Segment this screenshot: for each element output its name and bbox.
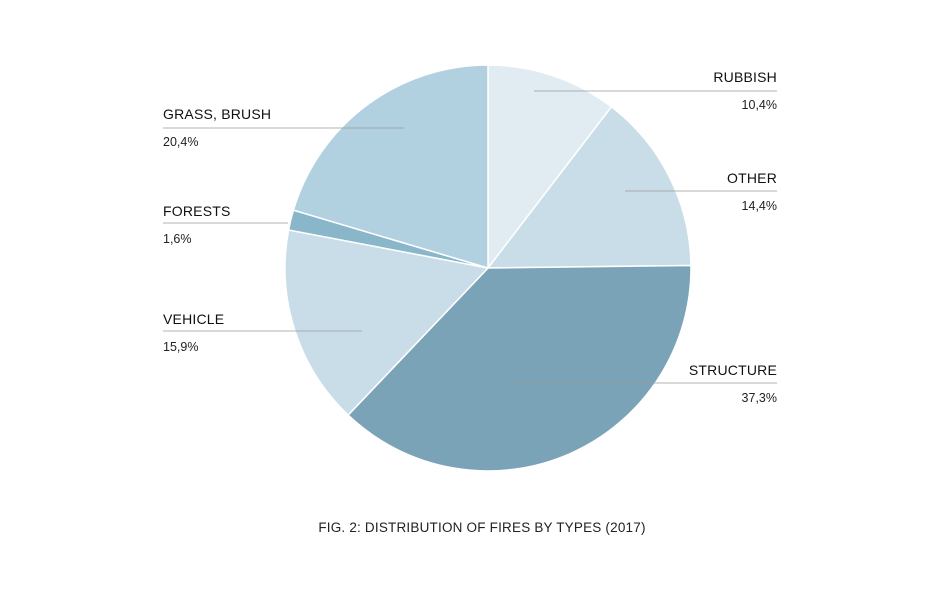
slice-label-vehicle: VEHICLE 15,9%	[163, 311, 362, 354]
slice-label-rubbish: RUBBISH 10,4%	[534, 69, 777, 112]
slice-label-value: 15,9%	[163, 340, 198, 354]
slice-label-forests: FORESTS 1,6%	[163, 203, 288, 246]
slice-label-grass-brush: GRASS, BRUSH 20,4%	[163, 106, 404, 149]
pie-slice-vehicle	[284, 229, 490, 417]
slice-label-name: STRUCTURE	[689, 362, 777, 378]
slice-label-name: OTHER	[727, 170, 777, 186]
pie-slices	[284, 64, 692, 472]
pie-slice-rubbish	[487, 64, 613, 271]
slice-label-other: OTHER 14,4%	[625, 170, 777, 213]
pie-slice-grass-brush	[292, 64, 489, 270]
slice-label-name: FORESTS	[163, 203, 231, 219]
slice-label-value: 14,4%	[742, 199, 777, 213]
chart-title: FIG. 2: DISTRIBUTION OF FIRES BY TYPES (…	[318, 520, 645, 535]
slice-labels: RUBBISH 10,4% OTHER 14,4% STRUCTURE 37,3% VEHI…	[163, 69, 777, 405]
slice-label-name: GRASS, BRUSH	[163, 106, 271, 122]
slice-label-name: RUBBISH	[713, 69, 777, 85]
pie-slice-structure	[347, 264, 692, 472]
slice-label-name: VEHICLE	[163, 311, 224, 327]
slice-label-value: 10,4%	[742, 98, 777, 112]
slice-label-value: 1,6%	[163, 232, 192, 246]
pie-slice-other	[486, 105, 692, 269]
slice-label-value: 37,3%	[742, 391, 777, 405]
slice-label-value: 20,4%	[163, 135, 198, 149]
slice-label-structure: STRUCTURE 37,3%	[518, 362, 777, 405]
